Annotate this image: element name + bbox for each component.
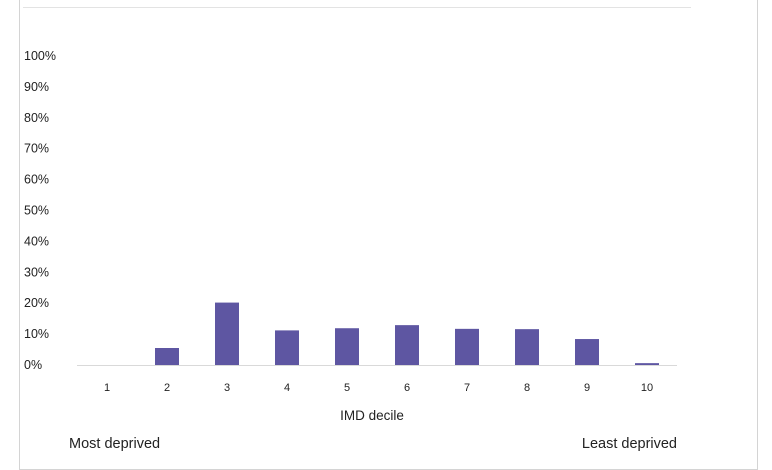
x-tick-label: 3 [224,382,230,394]
x-tick-label: 10 [641,382,653,394]
y-tick-label: 40% [24,234,49,248]
bar-decile-10 [635,363,659,365]
top-divider [23,7,691,8]
bar-decile-8 [515,329,539,365]
y-tick-label: 10% [24,327,49,341]
bar-decile-3 [215,302,239,365]
y-tick-label: 70% [24,142,49,156]
y-tick-label: 80% [24,111,49,125]
x-tick-label: 2 [164,382,170,394]
bar-decile-2 [155,348,179,365]
x-axis-ticks: 1 2 3 4 5 6 7 8 9 10 [104,382,653,394]
least-deprived-label: Least deprived [581,436,677,452]
bar-decile-5 [335,328,359,365]
y-tick-label: 30% [24,265,49,279]
bar-chart: 0% 10% 20% 30% 40% 50% 60% 70% 80% 90% 100% 1 2 3 4 5 6… [24,49,677,423]
y-axis-ticks: 0% 10% 20% 30% 40% 50% 60% 70% 80% 90% 100% [24,49,56,372]
bar-decile-4 [275,330,299,365]
x-tick-label: 1 [104,382,110,394]
bar-decile-9 [575,339,599,365]
x-tick-label: 4 [284,382,290,394]
most-deprived-label: Most deprived [69,436,161,452]
bars-group [155,302,659,365]
y-tick-label: 100% [24,49,56,63]
y-tick-label: 20% [24,296,49,310]
y-tick-label: 50% [24,204,49,218]
y-tick-label: 0% [24,358,42,372]
bar-decile-7 [455,328,479,365]
y-tick-label: 90% [24,80,49,94]
x-tick-label: 6 [404,382,410,394]
x-axis-title: IMD decile [340,408,404,423]
x-tick-label: 5 [344,382,350,394]
x-tick-label: 9 [584,382,590,394]
x-tick-label: 7 [464,382,470,394]
x-tick-label: 8 [524,382,530,394]
y-tick-label: 60% [24,173,49,187]
bar-decile-6 [395,325,419,365]
chart-frame [19,0,758,470]
